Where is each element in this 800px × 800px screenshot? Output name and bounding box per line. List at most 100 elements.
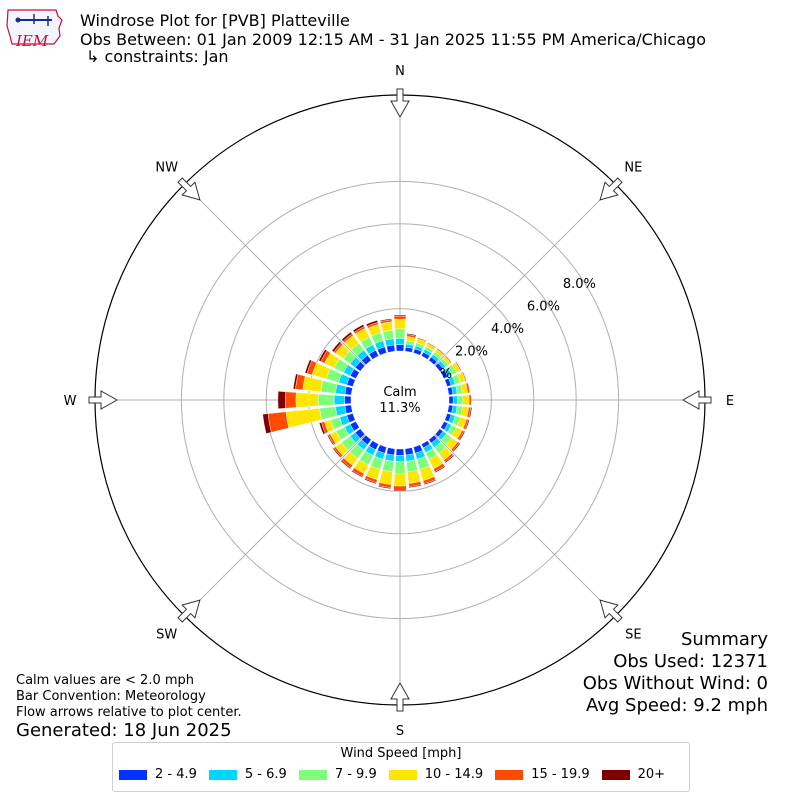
wind-bar-segment [341,331,353,342]
wind-bar-segment [285,391,297,409]
wind-bar-segment [335,383,347,395]
legend-swatch [495,769,524,780]
flow-arrow-icon [599,177,623,201]
legend-label: 7 - 9.9 [334,767,377,782]
wind-bar-segment [382,459,394,473]
wind-bar-segment [393,315,407,320]
wind-bar-segment [452,442,461,453]
wind-bar-segment [331,341,342,353]
wind-bar-segment [332,447,342,458]
wind-bar-segment [423,479,437,486]
wind-bar-segment [393,489,407,492]
chart-title: Windrose Plot for [PVB] Platteville [80,11,350,30]
wind-bar-segment [295,392,319,408]
wind-bar-segment [318,349,328,362]
iowa-outline-icon [6,9,63,45]
compass-label: S [396,724,404,739]
wind-bar-segment [304,359,312,374]
summary-avg-speed: Avg Speed: 9.2 mph [586,695,768,716]
grid-spoke [434,183,617,366]
wind-speed-legend: Wind Speed [mph] 2 - 4.9 5 - 6.9 7 - 9.9 10… [112,742,690,792]
wind-bar-segment [394,328,406,339]
legend-swatch [298,769,327,780]
legend-label: 2 - 4.9 [155,767,197,782]
compass-label: N [395,64,405,79]
calm-value: 11.3% [379,401,420,416]
flow-arrow-icon [177,177,201,201]
wind-bar-segment [364,478,377,485]
wind-bar-segment [293,373,299,390]
wind-bar-segment [394,461,406,474]
compass-label: W [64,394,77,409]
iem-logo: IEM [4,6,64,50]
legend-items: 2 - 4.9 5 - 6.9 7 - 9.9 10 - 14.9 15 - 19.9 2… [119,767,677,782]
wind-bar-segment [452,395,458,405]
grid-spoke [434,434,617,617]
radial-tick-label: 6.0% [527,300,560,315]
wind-bar-segment [379,469,393,485]
legend-label: 20+ [637,767,666,782]
calm-label: Calm [383,385,416,400]
wind-bar-segment [352,324,365,333]
summary-obs-without-wind: Obs Without Wind: 0 [582,673,768,694]
flow-arrow-icon [88,390,119,410]
wind-bar-segment [285,408,322,429]
wind-bar-segment [319,406,338,420]
legend-item: 10 - 14.9 [388,767,484,782]
compass-label: NE [624,161,642,176]
wind-bar-segment [351,470,364,478]
legend-swatch [208,769,237,780]
wind-bar-segment [393,472,407,487]
wind-bar-segment [327,434,335,446]
legend-swatch [601,769,630,780]
flow-arrows-note: Flow arrows relative to plot center. [16,705,242,720]
wind-bar-segment [427,342,437,349]
legend-swatch [388,769,417,780]
legend-item: 20+ [601,767,666,782]
wind-bar-segment [468,407,473,418]
wind-bar-segment [436,348,445,356]
legend-item: 15 - 19.9 [495,767,590,782]
calm-circle [351,351,449,449]
wind-bar-segment [455,361,462,371]
bar-convention-note: Bar Convention: Meteorology [16,689,206,704]
wind-bar-segment [448,395,454,405]
wind-bar-segment [406,459,418,473]
wind-bar-segment [434,465,446,473]
wind-bar-segment [333,395,345,405]
legend-label: 15 - 19.9 [531,767,590,782]
legend-item: 5 - 6.9 [208,767,287,782]
wind-bar-segment [461,371,467,382]
generated-date: Generated: 18 Jun 2025 [16,720,232,741]
wind-bar-segment [395,455,405,462]
flow-arrow-icon [390,88,410,119]
compass-label: SE [625,627,641,642]
logo-text: IEM [16,32,49,50]
legend-item: 2 - 4.9 [119,767,197,782]
wind-bar-segment [365,320,379,327]
legend-label: 10 - 14.9 [424,767,484,782]
constraints-label: ↳ constraints: Jan [86,47,229,66]
wind-bar-segment [393,314,407,317]
wind-bar-segment [408,484,422,488]
grid-spoke [183,183,366,366]
wind-bar-segment [406,333,417,337]
wind-bars [262,314,473,492]
compass-label: NW [155,161,178,176]
wind-bar-segment [465,382,471,394]
radial-tick-label: 8.0% [563,277,596,292]
wind-bar-segment [394,319,406,330]
flow-arrow-icon [599,599,623,623]
wind-bar-segment [302,375,323,393]
wind-bar-segment [344,395,352,405]
summary-obs-used: Obs Used: 12371 [613,651,768,672]
compass-label: E [726,394,734,409]
wind-bar-segment [407,469,421,484]
wind-bar-segment [395,448,405,456]
legend-title: Wind Speed [mph] [340,746,462,761]
wind-bar-segment [378,485,392,490]
wind-bar-segment [379,318,392,322]
wind-bar-segment [458,430,466,441]
flow-arrow-icon [390,681,410,712]
wind-bar-segment [340,460,352,470]
